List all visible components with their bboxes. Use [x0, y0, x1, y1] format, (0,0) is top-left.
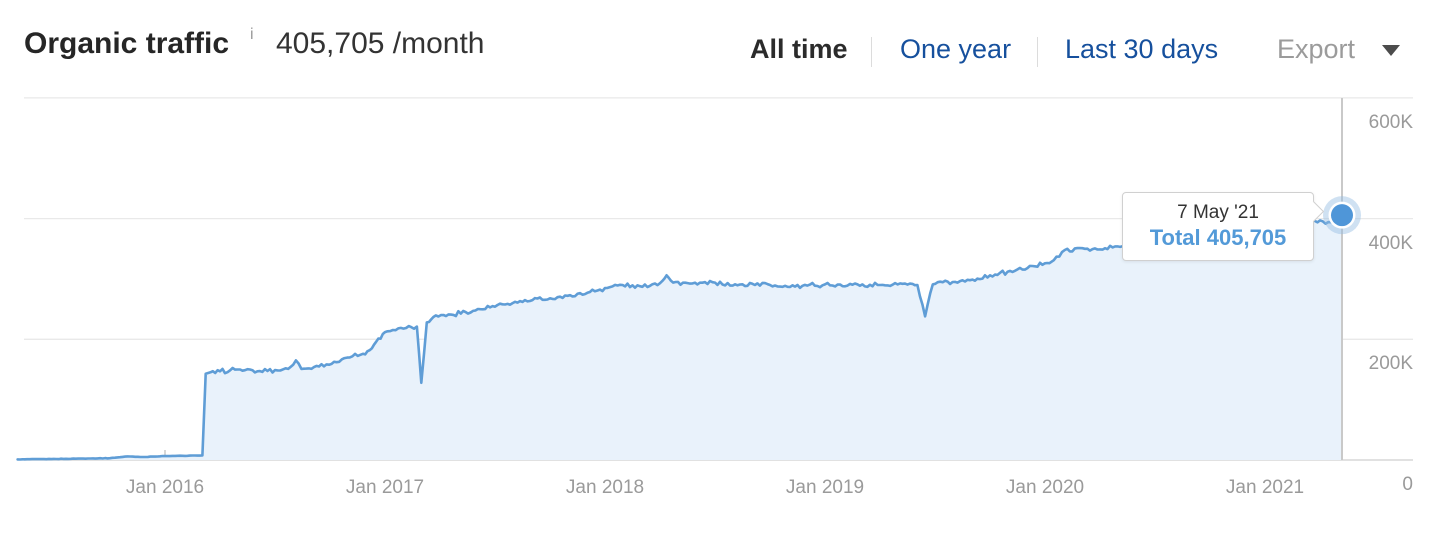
x-axis-label: Jan 2021 — [1225, 477, 1305, 498]
x-axis-label: Jan 2016 — [125, 477, 205, 498]
export-button[interactable]: Export — [1277, 34, 1356, 64]
tab-separator — [1037, 37, 1038, 67]
traffic-line — [16, 213, 1344, 461]
y-axis-label: 600K — [1368, 111, 1413, 133]
traffic-per-month-value: 405,705 /month — [276, 27, 485, 60]
x-axis-label: Jan 2017 — [345, 477, 425, 498]
page-title: Organic traffic — [24, 27, 230, 60]
tooltip-date: 7 May '21 — [1177, 202, 1259, 223]
tab-separator — [871, 37, 872, 67]
area-fill — [17, 215, 1343, 460]
x-axis-label: Jan 2019 — [785, 477, 865, 498]
chart-tooltip: 7 May '21 Total 405,705 — [1122, 192, 1314, 261]
chevron-down-icon — [1382, 45, 1400, 56]
panel-header: Organic traffic i 405,705 /month All tim… — [0, 0, 1436, 96]
tab-last-30-days[interactable]: Last 30 days — [1065, 34, 1219, 64]
y-axis-label: 200K — [1368, 353, 1413, 375]
tooltip-total: Total 405,705 — [1149, 225, 1287, 250]
y-axis-label: 400K — [1368, 232, 1413, 254]
x-axis-label: Jan 2020 — [1005, 477, 1085, 498]
y-axis-label: 0 — [1402, 474, 1413, 495]
info-icon[interactable]: i — [250, 26, 254, 43]
data-point-marker[interactable] — [1331, 204, 1353, 227]
x-axis-label: Jan 2018 — [565, 477, 645, 498]
tab-all-time[interactable]: All time — [750, 34, 848, 64]
tab-one-year[interactable]: One year — [900, 34, 1012, 64]
